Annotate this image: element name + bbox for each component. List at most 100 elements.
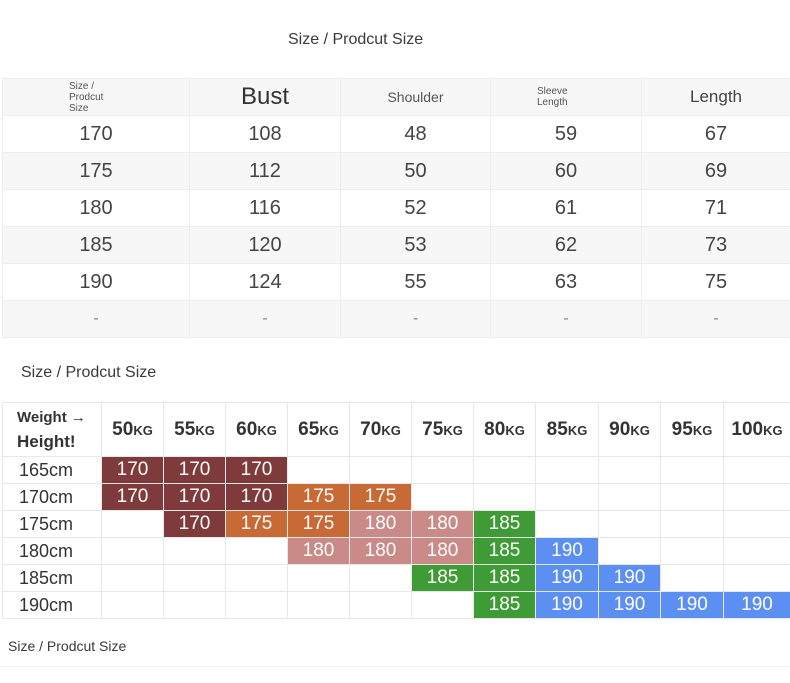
weight-header-cell: 65KG [287, 402, 350, 457]
size-chart-cell: 190 [535, 564, 599, 592]
table-row: 175 112 50 60 69 [2, 152, 790, 190]
weight-unit: KG [381, 422, 401, 438]
weight-value: 60 [236, 418, 258, 440]
size-chart-cell: 170 [225, 483, 288, 511]
height-axis-label: Height! [17, 432, 76, 451]
size-chart-cell: 170 [101, 456, 164, 484]
size-chart-empty-cell [349, 564, 412, 592]
cell-size: 180 [2, 189, 190, 227]
weight-unit: KG [763, 422, 783, 438]
cell-length: - [641, 300, 790, 338]
section-title-top: Size / Prodcut Size [288, 31, 424, 48]
weight-header-cell: 70KG [349, 402, 412, 457]
size-chart-empty-cell [473, 456, 536, 484]
size-chart-cell: 175 [287, 510, 350, 538]
size-chart-empty-cell [598, 537, 661, 565]
size-chart-empty-cell [225, 537, 288, 565]
weight-header-cell: 90KG [598, 402, 661, 457]
size-chart-empty-cell [598, 456, 661, 484]
cell-size: 190 [2, 263, 190, 301]
size-chart-empty-cell [411, 456, 474, 484]
weight-unit: KG [319, 422, 339, 438]
weight-header-cell: 95KG [660, 402, 724, 457]
weight-value: 80 [484, 418, 506, 440]
weight-unit: KG [505, 422, 525, 438]
cell-length: 67 [641, 115, 790, 153]
size-chart-empty-cell [723, 537, 790, 565]
header-size-line3: Size [69, 102, 89, 114]
size-chart-row: 180cm 180 180 180 185 190 [2, 537, 790, 565]
header-bust: Bust [189, 78, 341, 116]
weight-header-cell: 100KG [723, 402, 790, 457]
table-row: 190 124 55 63 75 [2, 263, 790, 301]
weight-value: 75 [422, 418, 444, 440]
size-chart-cell: 180 [349, 537, 412, 565]
size-chart-empty-cell [473, 483, 536, 511]
cell-size: - [2, 300, 190, 338]
height-label: 175cm [2, 510, 102, 538]
height-label: 180cm [2, 537, 102, 565]
size-chart-empty-cell [723, 483, 790, 511]
weight-value: 70 [360, 418, 382, 440]
cell-bust: 112 [189, 152, 341, 190]
size-chart-empty-cell [598, 510, 661, 538]
height-label: 170cm [2, 483, 102, 511]
weight-value: 65 [298, 418, 320, 440]
cell-length: 73 [641, 226, 790, 264]
size-chart-empty-cell [101, 510, 164, 538]
cell-shoulder: - [340, 300, 491, 338]
size-chart-cell: 185 [473, 537, 536, 565]
weight-header-cell: 75KG [411, 402, 474, 457]
cell-length: 71 [641, 189, 790, 227]
size-chart-empty-cell [411, 591, 474, 619]
size-chart-empty-cell [225, 591, 288, 619]
header-sleeve-line2: Length [537, 97, 568, 108]
size-chart-empty-cell [723, 564, 790, 592]
height-label: 190cm [2, 591, 102, 619]
table-row: 180 116 52 61 71 [2, 189, 790, 227]
weight-unit: KG [630, 422, 650, 438]
header-shoulder: Shoulder [340, 78, 491, 116]
table-row: 185 120 53 62 73 [2, 226, 790, 264]
size-chart-empty-cell [225, 564, 288, 592]
weight-header-cell: 55KG [163, 402, 226, 457]
cell-shoulder: 52 [340, 189, 491, 227]
size-chart-cell: 170 [163, 510, 226, 538]
table-row: 170 108 48 59 67 [2, 115, 790, 153]
cell-shoulder: 48 [340, 115, 491, 153]
height-label: 185cm [2, 564, 102, 592]
cell-sleeve: 63 [490, 263, 642, 301]
weight-header-row: Weight → Height! 50KG 55KG 60KG 65KG 70KG 75KG 8… [2, 402, 790, 457]
size-chart-cell: 170 [101, 483, 164, 511]
size-chart-cell: 170 [225, 456, 288, 484]
cell-shoulder: 53 [340, 226, 491, 264]
header-length: Length [641, 78, 790, 116]
size-chart-empty-cell [163, 591, 226, 619]
weight-header-cell: 60KG [225, 402, 288, 457]
cell-bust: 124 [189, 263, 341, 301]
size-chart-empty-cell [101, 564, 164, 592]
cell-sleeve: 60 [490, 152, 642, 190]
weight-axis-label: Weight → [17, 409, 86, 426]
cell-sleeve: 59 [490, 115, 642, 153]
size-chart-row: 185cm 185 185 190 190 [2, 564, 790, 592]
cell-shoulder: 50 [340, 152, 491, 190]
cell-sleeve: 61 [490, 189, 642, 227]
size-chart-cell: 190 [535, 537, 599, 565]
size-chart-empty-cell [349, 456, 412, 484]
size-chart-cell: 180 [349, 510, 412, 538]
size-chart-row: 165cm 170 170 170 [2, 456, 790, 484]
size-chart-empty-cell [287, 456, 350, 484]
size-chart-row: 175cm 170 175 175 180 180 185 [2, 510, 790, 538]
size-chart-row: 170cm 170 170 170 175 175 [2, 483, 790, 511]
weight-unit: KG [443, 422, 463, 438]
measurement-table: Size / Prodcut Size Bust Shoulder Sleeve… [2, 78, 790, 338]
size-chart-cell: 190 [598, 564, 661, 592]
size-chart-cell: 175 [287, 483, 350, 511]
cell-size: 170 [2, 115, 190, 153]
size-chart-empty-cell [535, 483, 599, 511]
size-chart-cell: 175 [225, 510, 288, 538]
cell-bust: 120 [189, 226, 341, 264]
weight-value: 95 [671, 418, 693, 440]
table-row: - - - - - [2, 300, 790, 338]
